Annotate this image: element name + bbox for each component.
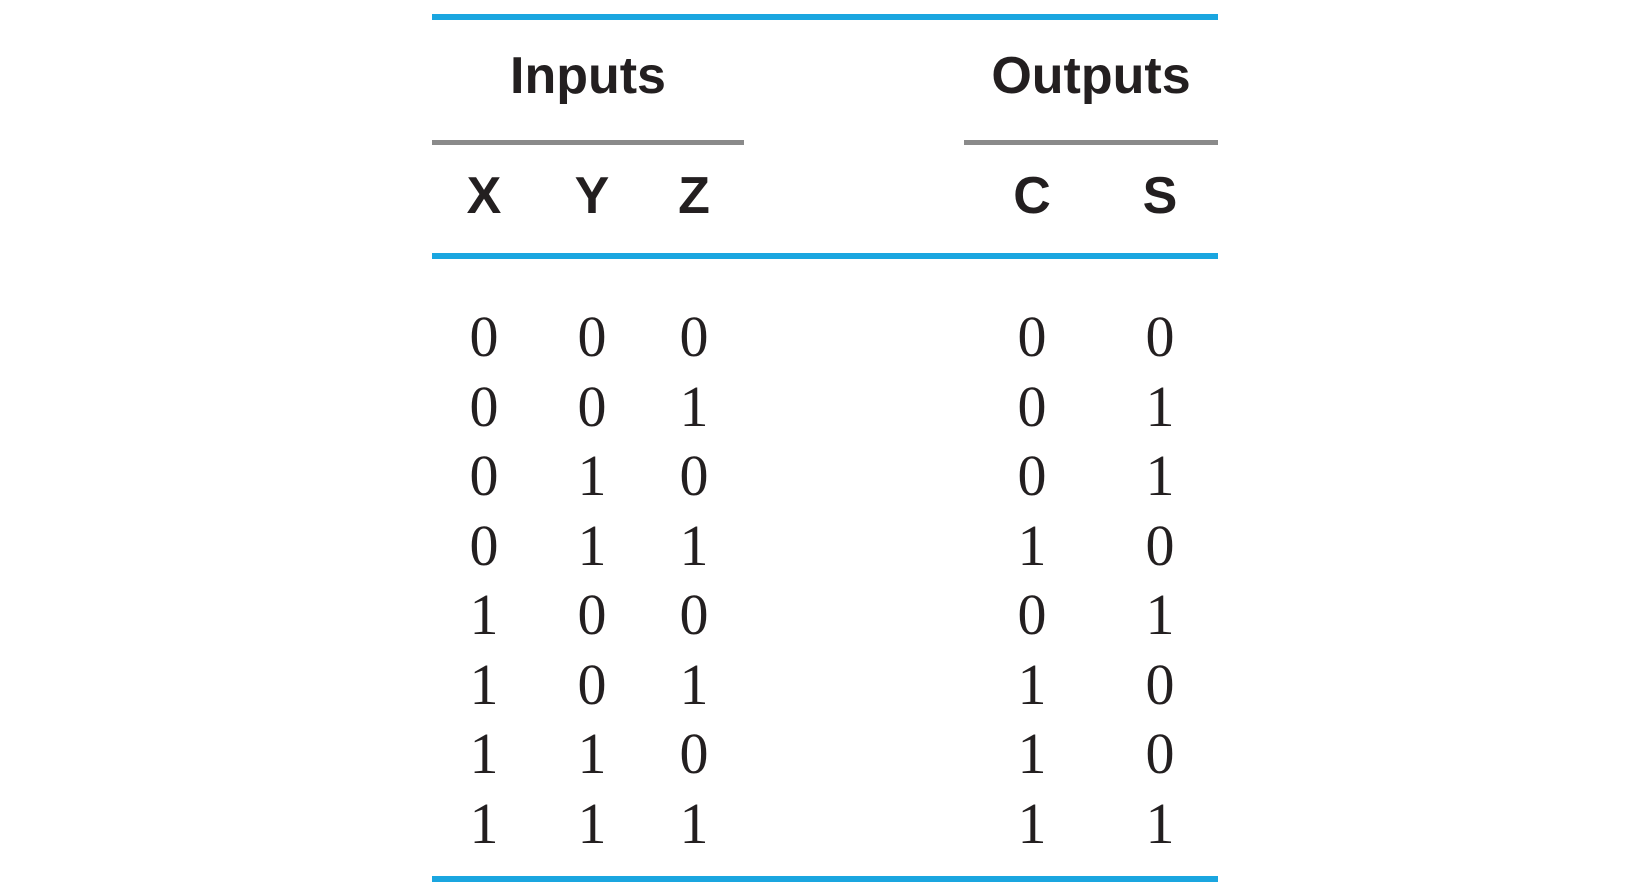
cell-x: 0	[469, 443, 499, 508]
inputs-group-title: Inputs	[510, 47, 666, 105]
cell-c: 0	[1017, 373, 1047, 439]
cell-y: 1	[577, 790, 607, 856]
cell-c: 0	[1017, 443, 1047, 508]
inputs-group-rule	[432, 140, 744, 145]
cell-s: 1	[1145, 582, 1175, 647]
cell-x: 0	[469, 304, 499, 369]
column-header-z: Z	[678, 167, 710, 225]
header-rule	[432, 253, 1218, 259]
column-header-y: Y	[574, 167, 610, 225]
cell-c: 1	[1017, 721, 1047, 786]
cell-y: 1	[577, 512, 607, 578]
cell-c: 0	[1017, 304, 1047, 369]
cell-z: 1	[679, 651, 709, 717]
cell-x: 0	[469, 373, 499, 439]
cell-y: 0	[577, 582, 607, 647]
cell-s: 1	[1145, 443, 1175, 508]
cell-x: 1	[469, 721, 499, 786]
cell-c: 1	[1017, 651, 1047, 717]
cell-s: 1	[1145, 373, 1175, 439]
cell-y: 0	[577, 651, 607, 717]
cell-s: 0	[1145, 721, 1175, 786]
cell-z: 0	[679, 443, 709, 508]
cell-s: 1	[1145, 790, 1175, 856]
cell-c: 0	[1017, 582, 1047, 647]
cell-s: 0	[1145, 651, 1175, 717]
cell-x: 0	[469, 512, 499, 578]
outputs-group-title: Outputs	[991, 47, 1191, 105]
cell-y: 1	[577, 443, 607, 508]
outputs-group-rule	[964, 140, 1218, 145]
cell-z: 1	[679, 373, 709, 439]
cell-c: 1	[1017, 790, 1047, 856]
cell-c: 1	[1017, 512, 1047, 578]
bottom-rule	[432, 876, 1218, 882]
column-header-s: S	[1142, 167, 1178, 225]
cell-z: 1	[679, 512, 709, 578]
cell-x: 1	[469, 582, 499, 647]
cell-z: 1	[679, 790, 709, 856]
cell-s: 0	[1145, 512, 1175, 578]
cell-x: 1	[469, 790, 499, 856]
column-header-c: C	[1013, 167, 1051, 225]
cell-y: 0	[577, 373, 607, 439]
cell-z: 0	[679, 582, 709, 647]
cell-x: 1	[469, 651, 499, 717]
cell-s: 0	[1145, 304, 1175, 369]
column-header-x: X	[466, 167, 502, 225]
cell-y: 1	[577, 721, 607, 786]
cell-y: 0	[577, 304, 607, 369]
cell-z: 0	[679, 721, 709, 786]
top-rule	[432, 14, 1218, 20]
cell-z: 0	[679, 304, 709, 369]
